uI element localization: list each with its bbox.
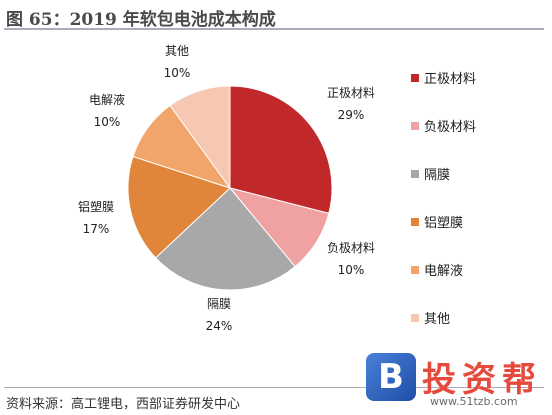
slice-category-label: 正极材料 [327, 86, 375, 100]
pie-slice [169, 85, 231, 190]
watermark: B 投资帮 [366, 352, 542, 401]
pie-slice [154, 187, 296, 291]
title-rule [4, 28, 544, 30]
slice-value-label: 10% [94, 115, 121, 129]
legend-label: 负极材料 [424, 120, 476, 135]
watermark-url: www.51tzb.com [430, 395, 518, 408]
legend-label: 其他 [424, 312, 450, 327]
slice-value-label: 17% [83, 222, 110, 236]
slice-category-label: 隔膜 [207, 297, 231, 311]
figure-title: 图 65：2019 年软包电池成本构成 [6, 10, 276, 30]
source-rule [4, 387, 544, 388]
legend-swatch [411, 170, 419, 178]
legend-swatch [411, 74, 419, 82]
legend-swatch [411, 314, 419, 322]
source-note: 资料来源：高工锂电，西部证券研发中心 [6, 397, 241, 412]
legend-label: 隔膜 [424, 168, 450, 183]
slice-category-label: 电解液 [89, 92, 125, 107]
legend-label: 铝塑膜 [424, 216, 463, 231]
legend-swatch [411, 218, 419, 226]
pie-slice [229, 85, 333, 214]
slice-value-label: 24% [206, 319, 233, 333]
legend-label: 电解液 [424, 264, 463, 279]
slice-value-label: 10% [338, 263, 365, 277]
pie-slice [127, 155, 231, 259]
watermark-logo: B [366, 352, 416, 401]
legend-label: 正极材料 [424, 72, 476, 87]
watermark-brand: 投资帮 [422, 360, 542, 400]
pie-slices [127, 85, 333, 291]
slice-category-label: 铝塑膜 [78, 199, 114, 214]
slice-category-label: 其他 [165, 44, 189, 58]
slice-value-label: 10% [164, 66, 191, 80]
legend-swatch [411, 266, 419, 274]
legend-swatch [411, 122, 419, 130]
pie-slice-labels: 正极材料 29% 负极材料 10% 隔膜 24% 铝塑膜 17% 电解液 10% 其他 10% [78, 44, 375, 333]
slice-value-label: 29% [338, 108, 365, 122]
slice-category-label: 负极材料 [327, 241, 375, 255]
